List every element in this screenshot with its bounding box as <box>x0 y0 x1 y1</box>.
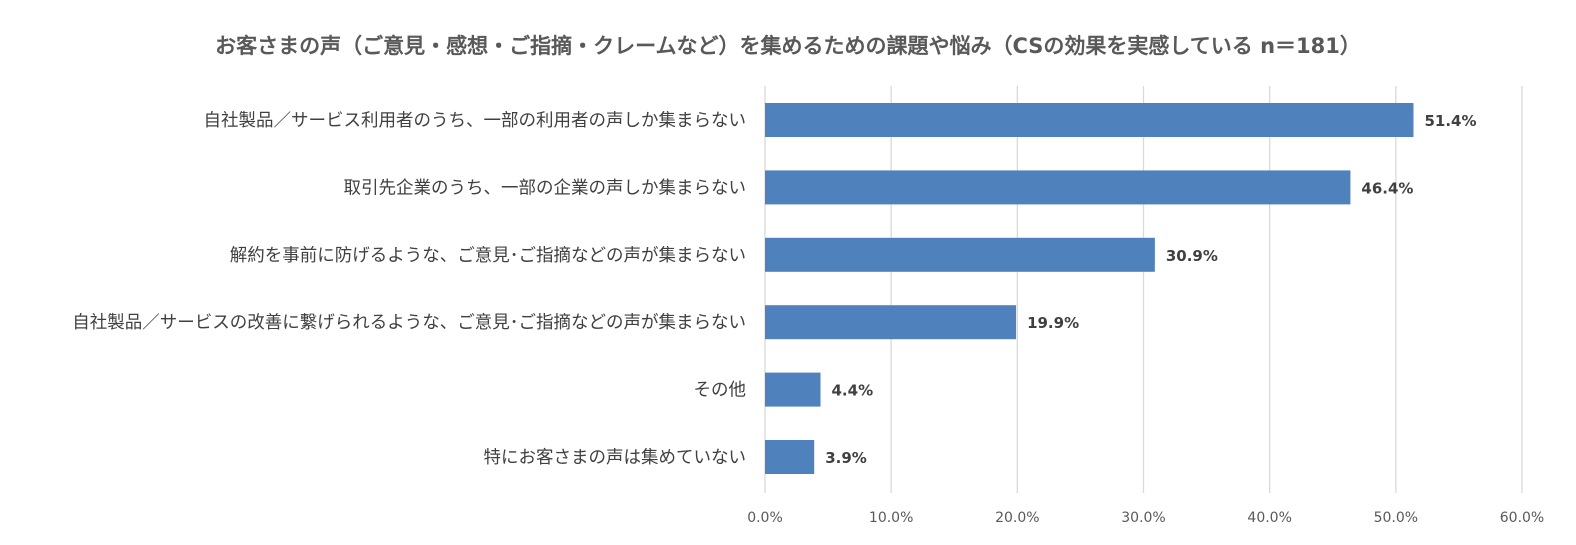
x-tick-label: 10.0% <box>869 510 913 526</box>
category-label: 自社製品／サービスの改善に繋げられるような、ご意見･ご指摘などの声が集まらない <box>72 313 746 333</box>
bar-4 <box>765 372 821 407</box>
x-tick-label: 50.0% <box>1374 510 1418 526</box>
data-label: 51.4% <box>1424 112 1476 130</box>
data-label: 19.9% <box>1027 314 1079 332</box>
category-label: 取引先企業のうち、一部の企業の声しか集まらない <box>344 178 747 198</box>
chart-title: お客さまの声（ご意見・感想・ご指摘・クレームなど）を集めるための課題や悩み（CS… <box>215 34 1361 58</box>
x-tick-label: 20.0% <box>995 510 1039 526</box>
category-label: 解約を事前に防げるような、ご意見･ご指摘などの声が集まらない <box>230 246 746 266</box>
x-tick-label: 30.0% <box>1121 510 1165 526</box>
category-label: 特にお客さまの声は集めていない <box>484 448 747 468</box>
category-label: その他 <box>694 381 747 401</box>
data-label: 3.9% <box>825 449 867 467</box>
data-label: 4.4% <box>832 382 874 400</box>
x-tick-label: 40.0% <box>1247 510 1291 526</box>
bar-5 <box>765 440 815 474</box>
data-label: 46.4% <box>1361 179 1413 197</box>
x-tick-label: 60.0% <box>1500 510 1544 526</box>
bar-0 <box>765 103 1414 137</box>
category-label: 自社製品／サービス利用者のうち、一部の利用者の声しか集まらない <box>204 111 747 131</box>
bar-1 <box>765 170 1351 205</box>
x-tick-label: 0.0% <box>747 510 783 526</box>
bar-3 <box>765 305 1017 340</box>
data-label: 30.9% <box>1166 247 1218 265</box>
bar-2 <box>765 237 1155 272</box>
